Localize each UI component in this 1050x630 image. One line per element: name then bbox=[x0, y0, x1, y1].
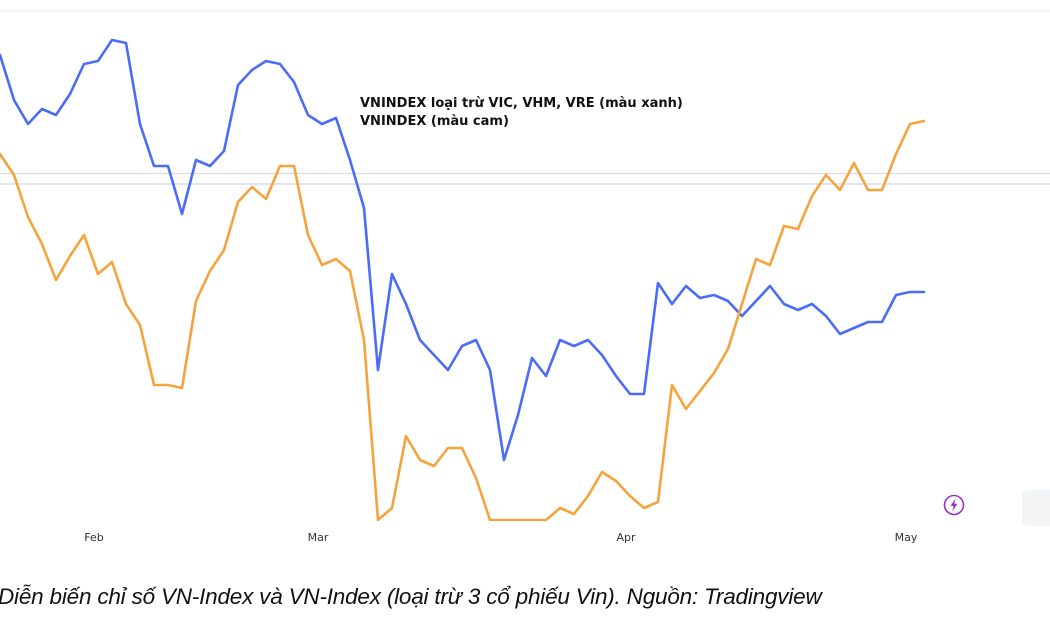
x-axis: Feb Mar Apr May bbox=[84, 531, 918, 544]
series-line-blue bbox=[0, 38, 926, 462]
x-tick-label: Mar bbox=[308, 531, 329, 544]
x-tick-label: May bbox=[895, 531, 918, 544]
figure-caption: Diễn biến chỉ số VN-Index và VN-Index (l… bbox=[0, 584, 822, 609]
line-chart: Feb Mar Apr May bbox=[0, 10, 1050, 544]
x-tick-label: Feb bbox=[84, 531, 103, 544]
series-layer bbox=[0, 38, 926, 521]
series-line-orange bbox=[0, 119, 926, 521]
side-panel-tab[interactable] bbox=[1022, 490, 1050, 526]
lightning-bolt-icon[interactable] bbox=[943, 494, 965, 516]
annotation-orange-series: VNINDEX (màu cam) bbox=[360, 114, 509, 129]
x-tick-label: Apr bbox=[616, 531, 636, 544]
reference-lines bbox=[0, 172, 1050, 185]
chart-area: Feb Mar Apr May VNINDEX loại trừ VIC, VHM, … bbox=[0, 10, 1050, 544]
annotation-blue-series: VNINDEX loại trừ VIC, VHM, VRE (màu xanh… bbox=[360, 96, 683, 111]
